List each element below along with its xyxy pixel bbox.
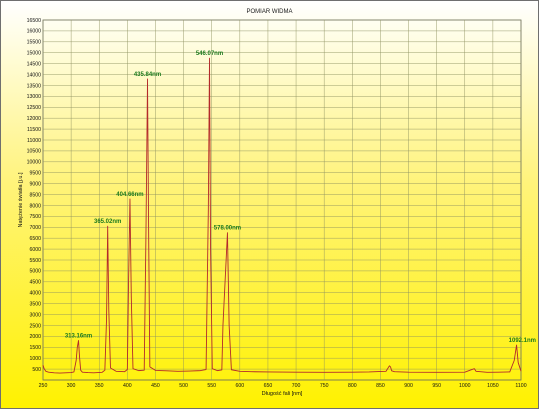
- y-tick-label: 5500: [29, 258, 41, 264]
- y-tick-label: 1000: [29, 356, 41, 362]
- x-tick-label: 400: [123, 383, 132, 389]
- y-tick-label: 8500: [29, 192, 41, 198]
- y-tick-label: 15500: [27, 40, 42, 46]
- x-tick-label: 700: [292, 383, 301, 389]
- peak-label: 435.84nm: [134, 72, 161, 78]
- y-tick-label: 16000: [27, 29, 42, 35]
- series-layer: [42, 57, 522, 374]
- x-tick-label: 850: [376, 383, 385, 389]
- y-tick-label: 3500: [29, 301, 41, 307]
- y-tick-label: 3000: [29, 312, 41, 318]
- y-tick-label: 5000: [29, 269, 41, 275]
- x-tick-label: 800: [348, 383, 357, 389]
- x-tick-label: 1100: [515, 383, 526, 389]
- y-tick-label: 16500: [27, 18, 42, 24]
- y-tick-label: 2500: [29, 323, 41, 329]
- peak-annotations: 313.16nm 365.02nm 404.66nm 435.84nm 546.07nm…: [65, 51, 536, 344]
- y-tick-label: 13000: [27, 94, 42, 100]
- plot-border: [42, 19, 522, 381]
- x-tick-label: 450: [151, 383, 160, 389]
- y-tick-label: 13500: [27, 83, 42, 89]
- y-tick-label: 7500: [29, 214, 41, 220]
- y-tick-label: 8000: [29, 203, 41, 209]
- x-tick-label: 500: [179, 383, 188, 389]
- y-tick-label: 500: [32, 367, 41, 373]
- x-tick-label: 950: [432, 383, 441, 389]
- y-tick-label: 9500: [29, 171, 41, 177]
- y-tick-label: 15000: [27, 51, 42, 57]
- grid-lines: [42, 19, 522, 381]
- peak-label: 546.07nm: [196, 51, 223, 57]
- x-tick-label: 750: [320, 383, 329, 389]
- peak-label: 578.00nm: [214, 226, 241, 232]
- y-tick-label: 14500: [27, 61, 42, 67]
- x-tick-label: 350: [95, 383, 104, 389]
- x-tick-label: 550: [207, 383, 216, 389]
- y-tick-label: 4500: [29, 280, 41, 286]
- x-axis-label: Długość fali [nm]: [262, 391, 303, 397]
- peak-label: 365.02nm: [94, 219, 121, 225]
- y-tick-label: 14000: [27, 72, 42, 78]
- y-tick-label: 10000: [27, 160, 42, 166]
- y-axis-label: Natężenie światła [j.u.]: [18, 172, 24, 227]
- x-tick-label: 1000: [459, 383, 471, 389]
- x-tick-label: 600: [235, 383, 244, 389]
- x-tick-label: 300: [67, 383, 76, 389]
- series-line: [42, 57, 522, 374]
- y-tick-label: 11500: [27, 127, 41, 133]
- x-tick-label: 650: [264, 383, 273, 389]
- y-tick-label: 1500: [29, 345, 41, 351]
- y-tick-label: 12500: [27, 105, 42, 111]
- tick-labels: 250 300 350 400 450 500 550 600 650 700 750 800 850 9…: [27, 18, 527, 389]
- chart-title: POMIAR WIDMA: [246, 9, 293, 15]
- y-tick-label: 10500: [27, 149, 42, 155]
- y-tick-label: 4000: [29, 291, 41, 297]
- y-tick-label: 9000: [29, 181, 41, 187]
- y-tick-label: 6000: [29, 247, 41, 253]
- x-tick-label: 1050: [487, 383, 499, 389]
- y-tick-label: 11000: [27, 138, 41, 144]
- y-tick-label: 12000: [27, 116, 42, 122]
- peak-label: 1092.1nm: [509, 338, 536, 344]
- x-tick-label: 250: [39, 383, 48, 389]
- y-tick-label: 6500: [29, 236, 41, 242]
- x-tick-label: 900: [404, 383, 413, 389]
- peak-label: 404.66nm: [116, 192, 143, 198]
- y-tick-label: 7000: [29, 225, 41, 231]
- peak-label: 313.16nm: [65, 334, 92, 340]
- y-tick-label: 2000: [29, 334, 41, 340]
